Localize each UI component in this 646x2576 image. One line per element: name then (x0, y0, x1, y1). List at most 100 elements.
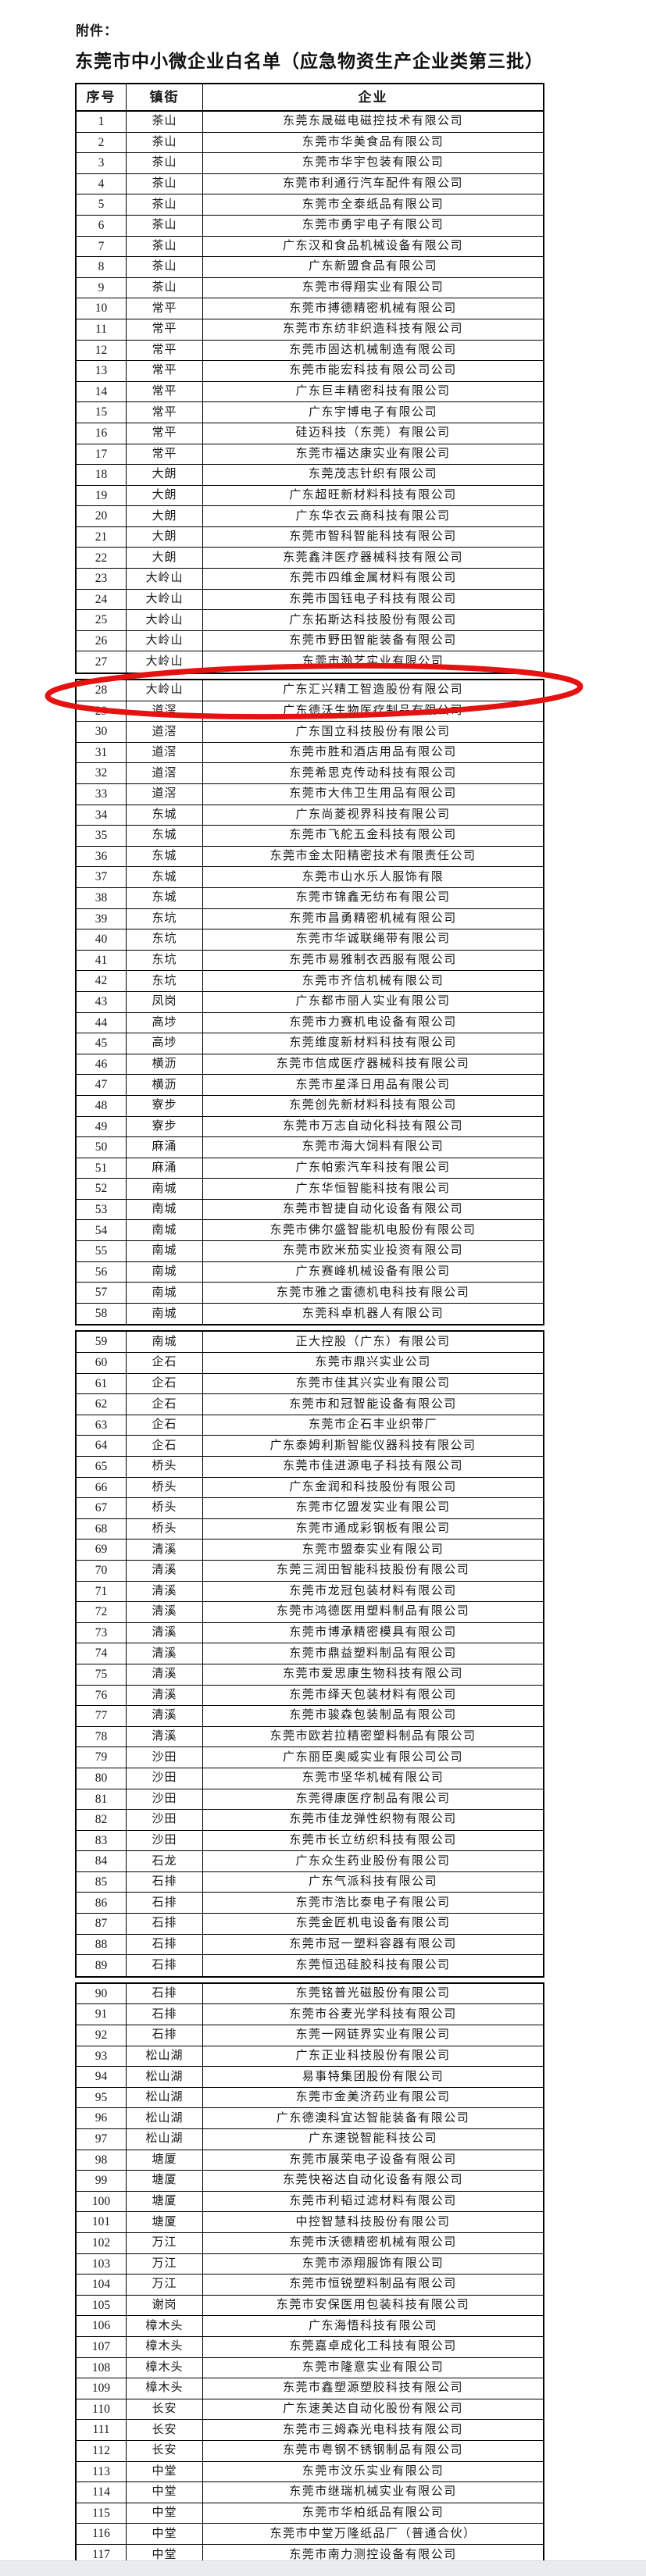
row-index-cell: 5 (77, 194, 127, 215)
table-row: 25 大岭山 广东拓斯达科技股份有限公司 (77, 610, 543, 631)
table-row: 112 长安 东莞市粤钢不锈钢制品有限公司 (77, 2440, 543, 2462)
row-company-cell: 东莞市鑫塑源塑胶科技有限公司 (282, 2382, 463, 2395)
row-company-cell: 东莞市大伟卫生用品有限公司 (289, 787, 457, 801)
row-index-cell: 56 (77, 1261, 127, 1283)
table-row: 1 茶山 东莞东晟磁电磁控技术有限公司 (77, 112, 543, 133)
row-town-cell: 东城 (127, 887, 203, 908)
row-index-cell: 23 (77, 569, 127, 589)
table-row: 81 沙田 东莞得康医疗制品有限公司 (77, 1789, 543, 1811)
table-row: 66 桥头 广东金润和科技股份有限公司 (77, 1477, 543, 1499)
row-index-cell: 36 (77, 846, 127, 867)
row-town-cell: 茶山 (127, 173, 203, 194)
table-row: 88 石排 东莞市冠一塑料容器有限公司 (77, 1934, 543, 1956)
row-index-cell: 68 (77, 1518, 127, 1540)
row-town-cell: 万江 (127, 2253, 203, 2275)
row-town-cell: 道滘 (127, 763, 203, 783)
row-town-cell: 清溪 (127, 1664, 203, 1685)
row-town-cell: 东坑 (127, 950, 203, 971)
table-row: 92 石排 东莞一网链界实业有限公司 (77, 2025, 543, 2046)
row-index-cell: 17 (77, 444, 127, 465)
row-index-cell: 50 (77, 1137, 127, 1158)
table-row: 43 凤岗 广东都市丽人实业有限公司 (77, 991, 543, 1013)
table-row: 99 塘厦 东莞快裕达自动化设备有限公司 (77, 2171, 543, 2192)
row-index-cell: 80 (77, 1768, 127, 1789)
table-row: 78 清溪 东莞市欧若拉精密塑料制品有限公司 (77, 1726, 543, 1748)
row-company-cell: 广东赛峰机械设备有限公司 (295, 1265, 451, 1278)
row-index-cell: 40 (77, 929, 127, 950)
row-company-cell: 东莞市华美食品有限公司 (302, 135, 444, 148)
row-town-cell: 中堂 (127, 2503, 203, 2524)
row-company-cell: 中控智慧科技股份有限公司 (295, 2215, 451, 2228)
table-row: 104 万江 东莞市恒锐塑料制品有限公司 (77, 2275, 543, 2296)
table-section: 59 南城 正大控股（广东）有限公司 60 企石 东莞市鼎兴实业公司 61 企石 东莞市佳其兴实… (75, 1330, 544, 1978)
row-company-cell: 广东尚菱视界科技有限公司 (295, 808, 451, 821)
table-row: 110 长安 广东速美达自动化股份有限公司 (77, 2399, 543, 2421)
row-town-cell: 樟木头 (127, 2357, 203, 2378)
row-index-cell: 79 (77, 1747, 127, 1768)
row-index-cell: 117 (77, 2544, 127, 2566)
row-index-cell: 116 (77, 2524, 127, 2544)
table-row: 40 东坑 东莞市华诚联绳带有限公司 (77, 929, 543, 951)
table-row: 98 塘厦 东莞市展荣电子设备有限公司 (77, 2150, 543, 2171)
row-town-cell: 企石 (127, 1394, 203, 1415)
row-company-cell: 广东巨丰精密科技有限公司 (295, 385, 451, 398)
table-row: 10 常平 东莞市搏德精密机械有限公司 (77, 298, 543, 319)
table-row: 100 塘厦 东莞市利韬过滤材料有限公司 (77, 2191, 543, 2213)
row-company-cell: 东莞市粤钢不锈钢制品有限公司 (282, 2444, 463, 2457)
row-town-cell: 大岭山 (127, 610, 203, 630)
row-index-cell: 96 (77, 2108, 127, 2128)
row-town-cell: 常平 (127, 361, 203, 381)
row-index-cell: 101 (77, 2212, 127, 2232)
row-town-cell: 南城 (127, 1199, 203, 1220)
row-index-cell: 97 (77, 2129, 127, 2150)
row-company-cell: 东莞市展荣电子设备有限公司 (289, 2153, 457, 2166)
row-index-cell: 20 (77, 506, 127, 526)
table-row: 106 樟木头 广东海悟科技有限公司 (77, 2316, 543, 2337)
row-company-cell: 东莞茂志针织有限公司 (308, 468, 437, 481)
row-company-cell: 东莞市亿盟发实业有限公司 (295, 1501, 451, 1515)
row-index-cell: 78 (77, 1726, 127, 1747)
table-row: 77 清溪 东莞市骏森包装制品有限公司 (77, 1706, 543, 1727)
row-town-cell: 松山湖 (127, 2067, 203, 2087)
row-index-cell: 110 (77, 2399, 127, 2420)
row-index-cell: 22 (77, 548, 127, 569)
row-town-cell: 横沥 (127, 1054, 203, 1075)
table-row: 24 大岭山 东莞市国钰电子科技有限公司 (77, 589, 543, 611)
row-company-cell: 东莞市博承精密模具有限公司 (289, 1626, 457, 1639)
row-company-cell: 东莞市固达机械制造有限公司 (289, 343, 457, 356)
table-row: 54 南城 东莞市佛尔盛智能机电股份有限公司 (77, 1220, 543, 1242)
table-row: 67 桥头 东莞市亿盟发实业有限公司 (77, 1498, 543, 1519)
table-row: 28 大岭山 广东汇兴精工智造股份有限公司 (77, 680, 543, 701)
table-row: 109 樟木头 东莞市鑫塑源塑胶科技有限公司 (77, 2378, 543, 2399)
table-row: 36 东城 东莞市金太阳精密技术有限责任公司 (77, 846, 543, 868)
row-town-cell: 常平 (127, 381, 203, 402)
row-company-cell: 广东国立科技股份有限公司 (295, 725, 451, 738)
table-row: 18 大朗 东莞茂志针织有限公司 (77, 465, 543, 486)
row-company-cell: 东莞市锦鑫无纺布有限公司 (295, 891, 451, 904)
row-index-cell: 95 (77, 2087, 127, 2108)
row-company-cell: 东莞市万志自动化科技有限公司 (282, 1119, 463, 1133)
row-company-cell: 东莞市绎天包装材料有限公司 (289, 1688, 457, 1701)
row-company-cell: 东莞恒迅硅胶科技有限公司 (295, 1959, 451, 1972)
row-index-cell: 58 (77, 1303, 127, 1325)
row-town-cell: 清溪 (127, 1706, 203, 1726)
row-town-cell: 茶山 (127, 257, 203, 277)
row-company-cell: 广东速锐智能科技公司 (308, 2132, 437, 2146)
row-town-cell: 大朗 (127, 485, 203, 506)
table-row: 13 常平 东莞市能宏科技有限公司公司 (77, 361, 543, 382)
table-row: 115 中堂 东莞市华柏纸品有限公司 (77, 2503, 543, 2524)
table-section: 序号 镇街 企业 1 茶山 东莞东晟磁电磁控技术有限公司 2 茶山 东莞市华美食品有限公司 3 茶山… (75, 83, 544, 675)
row-town-cell: 企石 (127, 1373, 203, 1394)
row-company-cell: 广东都市丽人实业有限公司 (295, 995, 451, 1008)
row-company-cell: 东莞市搏德精密机械有限公司 (289, 301, 457, 315)
row-index-cell: 11 (77, 319, 127, 340)
table-row: 41 东坑 东莞市易雅制衣西服有限公司 (77, 950, 543, 972)
row-index-cell: 7 (77, 236, 127, 257)
row-index-cell: 18 (77, 465, 127, 485)
row-index-cell: 81 (77, 1789, 127, 1810)
row-index-cell: 100 (77, 2191, 127, 2212)
row-company-cell: 东莞市佳进源电子科技有限公司 (282, 1460, 463, 1473)
row-index-cell: 59 (77, 1332, 127, 1353)
row-company-cell: 东莞市佳其兴实业有限公司 (295, 1376, 451, 1390)
